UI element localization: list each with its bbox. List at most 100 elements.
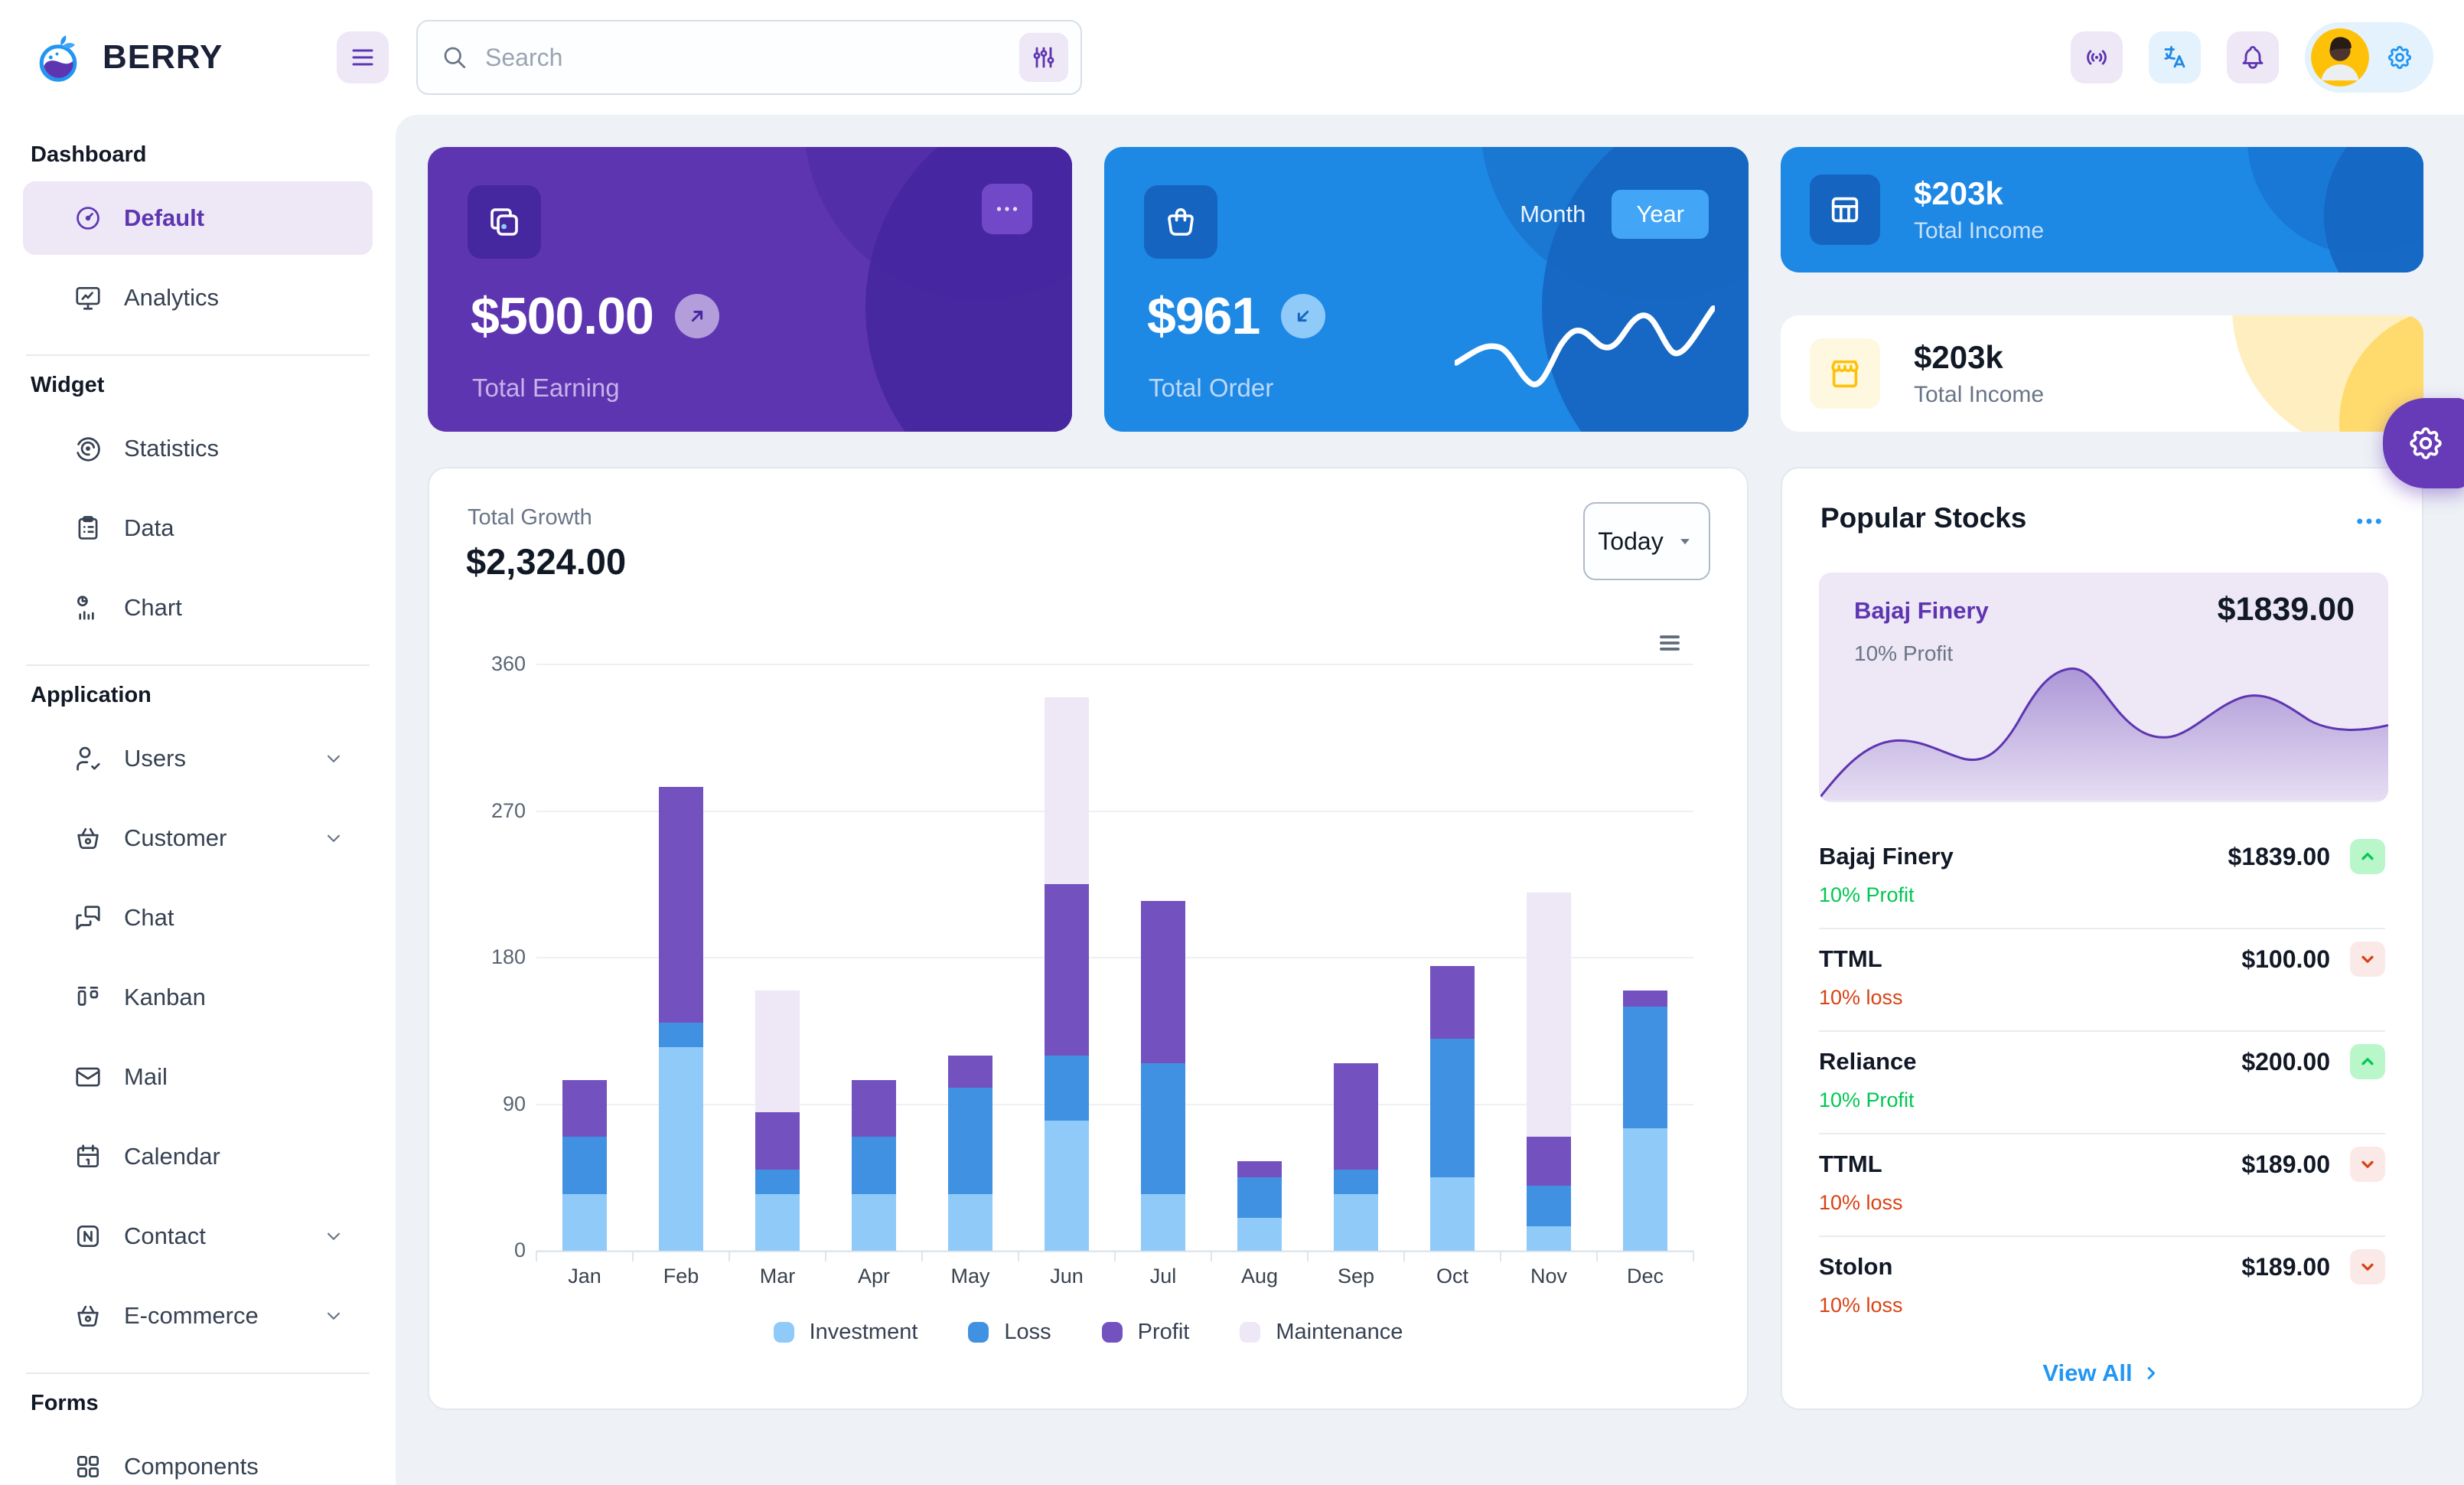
app-header: BERRY — [0, 0, 2464, 115]
bar-oct[interactable] — [1430, 965, 1475, 1251]
bar-segment-profit — [1334, 1063, 1378, 1170]
brand-name: BERRY — [103, 38, 223, 76]
total-growth-panel: Total Growth $2,324.00 Today 0 90 180 270 36… — [428, 467, 1749, 1410]
total-earning-card[interactable]: $500.00 Total Earning — [428, 147, 1072, 432]
shopping-bag-icon — [1168, 208, 1194, 236]
sidebar-item-calendar[interactable]: Calendar — [23, 1120, 373, 1193]
stock-row-stolon-4[interactable]: Stolon $189.00 10% loss — [1819, 1237, 2385, 1340]
y-gridline — [536, 957, 1693, 958]
stocks-more-button[interactable] — [2353, 504, 2388, 539]
x-axis-tick — [1018, 1251, 1019, 1261]
brand[interactable]: BERRY — [31, 30, 337, 85]
featured-stock-card[interactable]: Bajaj Finery $1839.00 10% Profit — [1819, 573, 2388, 802]
bar-segment-maintenance — [1045, 697, 1089, 885]
monitor-icon — [73, 283, 103, 312]
legend-item-investment[interactable]: Investment — [773, 1320, 917, 1345]
view-all-button[interactable]: View All — [1782, 1359, 2422, 1387]
chevron-right-icon — [2147, 1367, 2155, 1379]
view-all-label: View All — [2042, 1359, 2133, 1386]
income-light-value: $203k — [1914, 339, 2003, 375]
search-input[interactable] — [485, 43, 1002, 72]
sidebar-item-default[interactable]: Default — [23, 181, 373, 255]
year-toggle-button[interactable]: Year — [1612, 190, 1709, 239]
bar-aug[interactable] — [1237, 1161, 1282, 1251]
bar-segment-investment — [948, 1193, 992, 1251]
language-button[interactable] — [2149, 31, 2201, 83]
bar-segment-loss — [1623, 1006, 1667, 1129]
sidebar-item-data[interactable]: Data — [23, 491, 373, 565]
x-axis-tick — [632, 1251, 634, 1261]
bar-apr[interactable] — [852, 1079, 896, 1251]
x-axis-tick-label: Dec — [1626, 1265, 1664, 1288]
total-earning-label: Total Earning — [472, 374, 620, 402]
bar-nov[interactable] — [1527, 892, 1571, 1251]
bar-sep[interactable] — [1334, 1063, 1378, 1251]
growth-period-select[interactable]: Today — [1583, 502, 1710, 580]
berry-logo-icon — [31, 30, 86, 85]
bar-feb[interactable] — [659, 786, 703, 1251]
y-gridline — [536, 1103, 1693, 1105]
customize-fab-button[interactable] — [2383, 398, 2464, 488]
sidebar-item-components[interactable]: Components — [23, 1430, 373, 1485]
bar-segment-loss — [1430, 1039, 1475, 1178]
chevron-down-icon — [322, 1304, 345, 1327]
bar-jul[interactable] — [1141, 900, 1185, 1251]
month-toggle-button[interactable]: Month — [1500, 201, 1605, 228]
chevron-down-icon — [2358, 1257, 2378, 1277]
trend-down-badge — [1281, 294, 1326, 338]
sidebar-item-users[interactable]: Users — [23, 722, 373, 795]
bar-segment-profit — [1527, 1137, 1571, 1186]
earning-card-more-button[interactable] — [982, 184, 1032, 234]
broadcast-button[interactable] — [2071, 31, 2123, 83]
legend-label: Profit — [1137, 1320, 1190, 1344]
stock-change: 10% Profit — [1819, 1088, 1915, 1111]
bar-segment-maintenance — [755, 990, 800, 1113]
x-axis-tick — [1211, 1251, 1212, 1261]
sidebar-item-mail[interactable]: Mail — [23, 1040, 373, 1114]
total-order-card[interactable]: Month Year $961 Total Order — [1104, 147, 1749, 432]
bar-segment-profit — [755, 1112, 800, 1170]
profile-button[interactable] — [2305, 22, 2433, 93]
bar-segment-profit — [659, 786, 703, 1023]
bar-mar[interactable] — [755, 990, 800, 1251]
sidebar-item-kanban[interactable]: Kanban — [23, 961, 373, 1034]
bar-jan[interactable] — [562, 1079, 607, 1251]
stock-row-bajaj-finery-0[interactable]: Bajaj Finery $1839.00 10% Profit — [1819, 827, 2385, 929]
search-settings-button[interactable] — [1019, 33, 1068, 82]
sidebar-item-customer[interactable]: Customer — [23, 801, 373, 875]
sidebar-item-analytics[interactable]: Analytics — [23, 261, 373, 335]
sidebar-item-statistics[interactable]: Statistics — [23, 412, 373, 485]
legend-item-loss[interactable]: Loss — [968, 1320, 1051, 1345]
legend-item-maintenance[interactable]: Maintenance — [1240, 1320, 1403, 1345]
total-income-card-blue[interactable]: $203k Total Income — [1781, 147, 2423, 273]
stock-row-ttml-1[interactable]: TTML $100.00 10% loss — [1819, 929, 2385, 1032]
sidebar-item-contact[interactable]: Contact — [23, 1199, 373, 1273]
featured-stock-name: Bajaj Finery — [1854, 597, 1989, 624]
stock-price: $100.00 — [2241, 945, 2330, 973]
bar-dec[interactable] — [1623, 990, 1667, 1251]
legend-item-profit[interactable]: Profit — [1101, 1320, 1190, 1345]
sidebar-toggle-button[interactable] — [337, 31, 389, 83]
chat-icon — [73, 903, 103, 932]
sidebar-item-e-commerce[interactable]: E-commerce — [23, 1279, 373, 1353]
chevron-up-icon — [2358, 1052, 2378, 1072]
stock-row-ttml-3[interactable]: TTML $189.00 10% loss — [1819, 1134, 2385, 1237]
legend-swatch — [1240, 1322, 1261, 1343]
sidebar-divider — [26, 664, 370, 666]
sidebar-item-chat[interactable]: Chat — [23, 881, 373, 955]
bar-may[interactable] — [948, 1055, 992, 1251]
search-icon — [444, 47, 466, 69]
stock-row-reliance-2[interactable]: Reliance $200.00 10% Profit — [1819, 1032, 2385, 1134]
chart-menu-button[interactable] — [1655, 628, 1686, 658]
sidebar-section-title-forms: Forms — [31, 1391, 99, 1415]
bar-segment-loss — [1045, 1055, 1089, 1121]
legend-label: Maintenance — [1276, 1320, 1403, 1344]
bar-jun[interactable] — [1045, 697, 1089, 1251]
notifications-button[interactable] — [2227, 31, 2279, 83]
total-earning-value: $500.00 — [471, 287, 654, 345]
summary-cards-row: $500.00 Total Earning — [428, 147, 2432, 432]
income-blue-value: $203k — [1914, 175, 2003, 211]
total-income-card-light[interactable]: $203k Total Income — [1781, 315, 2423, 432]
basket-icon — [73, 824, 103, 853]
sidebar-item-chart[interactable]: Chart — [23, 571, 373, 645]
